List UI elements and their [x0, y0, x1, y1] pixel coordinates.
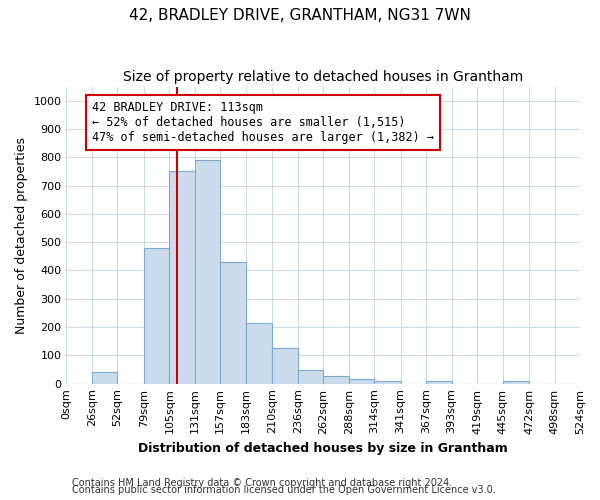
Bar [503, 382, 529, 384]
Bar [349, 380, 374, 384]
Title: Size of property relative to detached houses in Grantham: Size of property relative to detached ho… [123, 70, 523, 84]
Bar [298, 370, 323, 384]
Bar [195, 160, 220, 384]
Bar [426, 382, 452, 384]
Bar [246, 323, 272, 384]
Text: 42 BRADLEY DRIVE: 113sqm
← 52% of detached houses are smaller (1,515)
47% of sem: 42 BRADLEY DRIVE: 113sqm ← 52% of detach… [92, 100, 434, 144]
Text: Contains public sector information licensed under the Open Government Licence v3: Contains public sector information licen… [72, 485, 496, 495]
Bar [144, 248, 169, 384]
Text: 42, BRADLEY DRIVE, GRANTHAM, NG31 7WN: 42, BRADLEY DRIVE, GRANTHAM, NG31 7WN [129, 8, 471, 22]
Bar [374, 381, 401, 384]
Bar [323, 376, 349, 384]
Bar [272, 348, 298, 384]
Text: Contains HM Land Registry data © Crown copyright and database right 2024.: Contains HM Land Registry data © Crown c… [72, 478, 452, 488]
Bar [169, 172, 195, 384]
X-axis label: Distribution of detached houses by size in Grantham: Distribution of detached houses by size … [139, 442, 508, 455]
Bar [92, 372, 118, 384]
Bar [220, 262, 246, 384]
Y-axis label: Number of detached properties: Number of detached properties [15, 136, 28, 334]
